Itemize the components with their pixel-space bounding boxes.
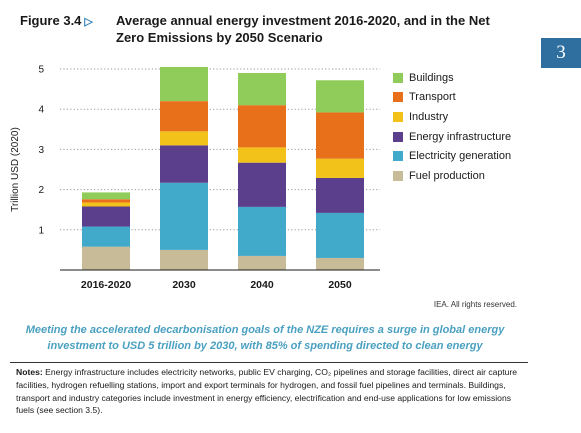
bar-segment: [82, 199, 130, 203]
notes: Notes: Energy infrastructure includes el…: [16, 366, 526, 417]
legend-swatch: [393, 131, 403, 142]
figure-caption: Meeting the accelerated decarbonisation …: [25, 324, 505, 352]
bar-segment: [160, 249, 208, 270]
legend-label: Buildings: [409, 71, 454, 84]
legend-swatch: [393, 151, 403, 162]
bar-segment: [238, 105, 286, 148]
y-tick-label: 2: [38, 185, 44, 196]
notes-text: Energy infrastructure includes electrici…: [16, 367, 518, 416]
bar-segment: [160, 131, 208, 146]
bar-segment: [238, 206, 286, 256]
bar-segment: [82, 192, 130, 200]
legend-item: Industry: [393, 107, 511, 127]
x-tick-label: 2040: [250, 279, 274, 291]
legend-label: Industry: [409, 110, 449, 123]
bar-segment: [82, 202, 130, 207]
x-tick-label: 2030: [172, 279, 196, 291]
bar-segment: [160, 101, 208, 132]
y-tick-label: 1: [38, 225, 44, 236]
bar-segment: [160, 145, 208, 183]
legend-item: Energy infrastructure: [393, 127, 511, 147]
legend-label: Energy infrastructure: [409, 130, 512, 143]
bar-segment: [82, 206, 130, 227]
bar-segment: [316, 80, 364, 113]
bar-segment: [316, 212, 364, 258]
bar-segment: [238, 73, 286, 106]
legend-swatch: [393, 92, 403, 103]
x-tick-label: 2050: [328, 279, 352, 291]
bar-segment: [316, 177, 364, 213]
stacked-bar-chart: 1 2 3 4 5 Trillion USD (2020) 2016-2020 2030 204…: [10, 65, 380, 291]
legend-item: Fuel production: [393, 166, 511, 186]
legend-item: Buildings: [393, 68, 511, 88]
figure-title: Average annual energy investment 2016-20…: [116, 13, 490, 45]
notes-label: Notes:: [16, 367, 43, 377]
bar-segment: [316, 158, 364, 178]
y-tick-label: 4: [38, 105, 44, 116]
bar-segment: [160, 66, 208, 102]
legend-label: Fuel production: [409, 169, 485, 182]
chart-legend: Buildings Transport Industry Energy infrast…: [393, 68, 511, 186]
chapter-tab: 3: [541, 38, 581, 68]
notes-divider: [10, 362, 528, 363]
legend-label: Electricity generation: [409, 150, 512, 163]
legend-swatch: [393, 72, 403, 83]
bar-segment: [238, 147, 286, 163]
bar-segment: [238, 255, 286, 270]
legend-item: Electricity generation: [393, 146, 511, 166]
figure-number: Figure 3.4: [20, 13, 82, 28]
arrow-right-icon: ▷: [84, 16, 93, 28]
legend-swatch: [393, 170, 403, 181]
bar-segment: [82, 226, 130, 247]
bar-segment: [238, 162, 286, 207]
bar-segment: [160, 182, 208, 250]
figure-label: Figure 3.4 ▷: [20, 13, 93, 28]
bar-segment: [316, 257, 364, 270]
y-tick-label: 5: [38, 65, 44, 76]
legend-label: Transport: [409, 91, 456, 104]
legend-item: Transport: [393, 88, 511, 108]
y-axis-title: Trillion USD (2020): [10, 127, 21, 212]
bar-segment: [82, 246, 130, 270]
x-tick-label: 2016-2020: [81, 279, 131, 291]
y-tick-label: 3: [38, 145, 44, 156]
legend-swatch: [393, 111, 403, 122]
bar-segment: [316, 112, 364, 159]
credit-line: IEA. All rights reserved.: [433, 300, 517, 309]
